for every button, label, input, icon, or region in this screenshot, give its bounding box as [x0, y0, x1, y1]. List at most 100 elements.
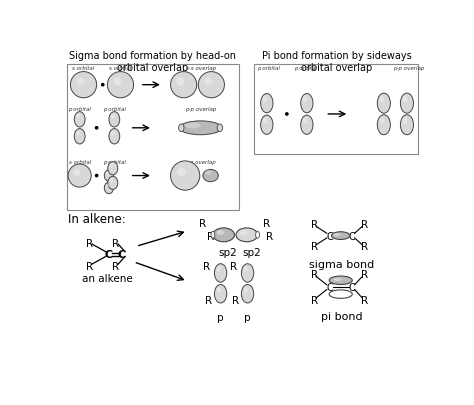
Ellipse shape: [401, 115, 413, 135]
Ellipse shape: [76, 132, 80, 136]
Ellipse shape: [329, 276, 352, 285]
Text: s-p overlap: s-p overlap: [185, 159, 216, 164]
Ellipse shape: [185, 123, 201, 129]
Ellipse shape: [76, 115, 80, 119]
Text: R: R: [86, 238, 93, 248]
Text: p: p: [217, 312, 224, 322]
Ellipse shape: [213, 228, 235, 242]
Ellipse shape: [380, 97, 384, 103]
Text: p-p overlap: p-p overlap: [393, 66, 424, 71]
Ellipse shape: [74, 129, 85, 145]
Ellipse shape: [261, 94, 273, 113]
Ellipse shape: [377, 94, 391, 114]
Text: R: R: [232, 296, 239, 305]
Ellipse shape: [255, 232, 259, 239]
Text: Sigma bond formation by head-on
orbital overlap: Sigma bond formation by head-on orbital …: [69, 51, 237, 72]
Text: R: R: [112, 238, 119, 248]
Text: C: C: [118, 249, 126, 260]
Ellipse shape: [113, 78, 121, 86]
Ellipse shape: [377, 115, 391, 135]
Ellipse shape: [333, 278, 342, 281]
Text: sp2: sp2: [242, 247, 261, 258]
Ellipse shape: [106, 172, 109, 175]
Ellipse shape: [109, 179, 113, 183]
Ellipse shape: [177, 168, 186, 177]
Text: pi bond: pi bond: [321, 311, 362, 321]
Ellipse shape: [204, 78, 212, 86]
Text: C: C: [348, 231, 355, 241]
Ellipse shape: [301, 116, 313, 135]
Text: p-p overlap: p-p overlap: [185, 107, 216, 112]
Text: R: R: [361, 220, 368, 230]
Ellipse shape: [205, 171, 211, 175]
Text: p orbital: p orbital: [294, 66, 317, 71]
Ellipse shape: [171, 162, 200, 191]
Text: R: R: [361, 269, 368, 279]
Text: sp2: sp2: [219, 247, 237, 258]
Text: R: R: [206, 296, 213, 305]
Text: C: C: [327, 283, 333, 292]
Ellipse shape: [179, 122, 222, 135]
Text: R: R: [86, 261, 93, 271]
Text: p orbital: p orbital: [257, 66, 280, 71]
Ellipse shape: [71, 72, 97, 98]
Ellipse shape: [104, 183, 114, 194]
Text: R: R: [311, 220, 318, 230]
Ellipse shape: [241, 285, 254, 303]
Text: R: R: [361, 296, 368, 305]
Text: R: R: [311, 242, 318, 252]
Circle shape: [286, 113, 288, 116]
Ellipse shape: [217, 125, 222, 132]
Ellipse shape: [217, 267, 221, 272]
Ellipse shape: [74, 112, 85, 128]
Text: p orbital: p orbital: [103, 159, 126, 164]
Ellipse shape: [108, 72, 134, 98]
Text: R: R: [311, 269, 318, 279]
Ellipse shape: [171, 72, 197, 98]
Ellipse shape: [211, 232, 215, 239]
Ellipse shape: [104, 171, 114, 182]
Ellipse shape: [401, 94, 413, 114]
Text: C: C: [327, 231, 333, 241]
Ellipse shape: [176, 78, 184, 86]
Text: p orbital: p orbital: [103, 107, 126, 112]
Text: R: R: [200, 219, 207, 229]
Text: R: R: [207, 231, 214, 241]
Ellipse shape: [217, 288, 221, 293]
Ellipse shape: [403, 118, 407, 124]
Text: R: R: [203, 262, 210, 272]
Ellipse shape: [76, 78, 84, 86]
Ellipse shape: [109, 129, 120, 145]
Ellipse shape: [244, 288, 248, 293]
Ellipse shape: [198, 72, 225, 98]
Ellipse shape: [179, 125, 184, 132]
Ellipse shape: [203, 170, 219, 182]
Text: R: R: [311, 296, 318, 305]
Text: s orbital: s orbital: [69, 159, 91, 164]
Ellipse shape: [111, 132, 115, 136]
Ellipse shape: [331, 232, 350, 240]
Text: In alkene:: In alkene:: [68, 212, 126, 225]
Text: R: R: [361, 242, 368, 252]
Text: s orbital: s orbital: [73, 66, 95, 71]
Ellipse shape: [109, 112, 120, 128]
Text: C: C: [105, 249, 113, 260]
Ellipse shape: [263, 119, 267, 124]
Ellipse shape: [73, 170, 80, 177]
Ellipse shape: [301, 94, 313, 113]
Text: R: R: [230, 262, 237, 272]
Text: R: R: [112, 261, 119, 271]
Ellipse shape: [108, 162, 118, 175]
Text: sigma bond: sigma bond: [309, 260, 374, 270]
Ellipse shape: [329, 290, 352, 298]
Ellipse shape: [109, 164, 113, 168]
Ellipse shape: [214, 264, 227, 283]
Text: Pi bond formation by sideways
orbital overlap: Pi bond formation by sideways orbital ov…: [262, 51, 411, 72]
Text: s-s overlap: s-s overlap: [185, 66, 216, 71]
Ellipse shape: [244, 267, 248, 272]
Circle shape: [95, 127, 98, 130]
Ellipse shape: [214, 285, 227, 303]
Text: C: C: [348, 283, 355, 292]
Ellipse shape: [240, 230, 247, 235]
Bar: [255, 65, 419, 155]
